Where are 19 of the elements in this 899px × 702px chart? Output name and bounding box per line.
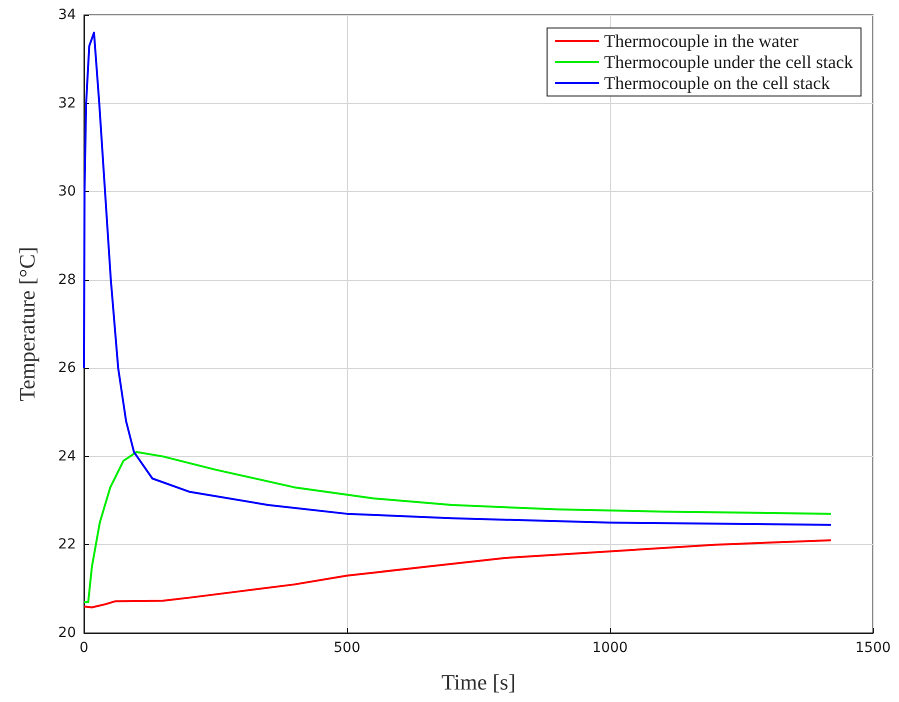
y-tick-label: 20 [58, 625, 76, 641]
y-tick-label: 22 [58, 536, 76, 553]
line-series [83, 539, 832, 608]
y-tick-label: 28 [58, 272, 76, 288]
x-axis-title: Time [s] [441, 670, 516, 694]
y-tick-label: 24 [58, 448, 76, 464]
line-series [83, 451, 832, 604]
legend-label: Thermocouple on the cell stack [604, 73, 830, 93]
x-tick-label: 0 [80, 640, 88, 656]
x-tick-label: 1000 [592, 640, 628, 656]
y-tick-label: 26 [58, 360, 76, 376]
x-tick-label: 1500 [855, 640, 891, 656]
y-tick-label: 30 [58, 184, 76, 200]
x-tick-label: 500 [334, 640, 360, 656]
y-axis-title: Temperature [°C] [14, 246, 40, 402]
y-tick-label: 32 [58, 95, 76, 112]
y-tick-label: 34 [58, 7, 76, 23]
legend-label: Thermocouple in the water [604, 31, 799, 51]
legend-label: Thermocouple under the cell stack [604, 52, 854, 72]
